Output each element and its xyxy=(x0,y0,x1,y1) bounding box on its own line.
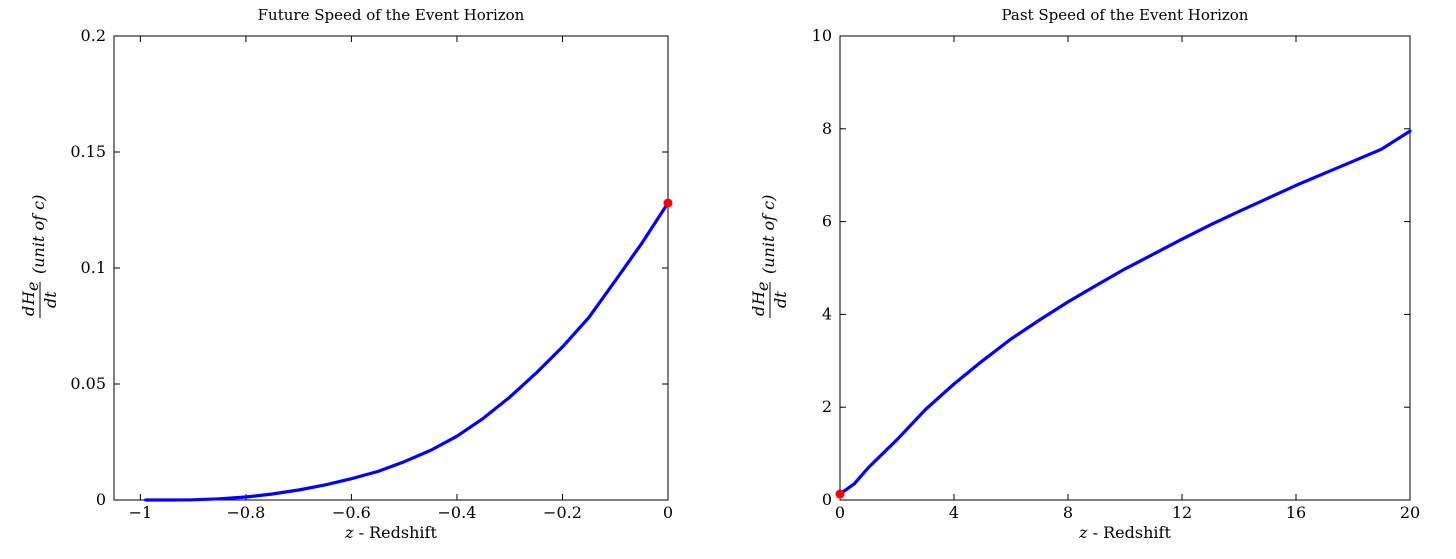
x-tick-label: −0.2 xyxy=(543,503,582,522)
x-axis-label: z - Redshift xyxy=(1078,523,1171,542)
x-tick-label: 0 xyxy=(663,503,673,522)
current-value-marker xyxy=(663,198,673,208)
x-label-text: - Redshift xyxy=(354,523,438,542)
y-tick-label: 0.05 xyxy=(70,374,106,393)
chart-title: Past Speed of the Event Horizon xyxy=(1002,6,1249,24)
x-tick-label: −1 xyxy=(129,503,153,522)
x-tick-label: 20 xyxy=(1400,503,1420,522)
x-tick-label: −0.6 xyxy=(332,503,371,522)
x-axis-label: z - Redshift xyxy=(344,523,437,542)
y-axis-label: d H e dt (unit of c) xyxy=(19,195,60,318)
plot-area-frame xyxy=(113,35,669,501)
x-tick-label: 4 xyxy=(949,503,959,522)
x-label-text: - Redshift xyxy=(1088,523,1172,542)
x-tick-label: 16 xyxy=(1286,503,1306,522)
y-label-denominator: dt xyxy=(41,291,60,308)
x-tick-label: 8 xyxy=(1063,503,1073,522)
plot-area-frame xyxy=(839,35,1411,501)
x-tick-label: 0 xyxy=(835,503,845,522)
x-label-variable: z xyxy=(1078,523,1088,542)
series-line xyxy=(838,129,1412,496)
future-speed-chart: Future Speed of the Event Horizon d H e … xyxy=(19,6,673,542)
y-tick-label: 0.15 xyxy=(70,142,106,161)
y-label-unit: (unit of c) xyxy=(29,195,48,274)
x-tick-label: −0.8 xyxy=(226,503,265,522)
y-tick-label: 6 xyxy=(822,212,832,231)
x-tick-label: 12 xyxy=(1172,503,1192,522)
y-tick-label: 4 xyxy=(822,304,832,323)
current-value-marker xyxy=(835,489,845,499)
y-label-numerator-d: d xyxy=(749,306,768,316)
y-axis-label: d H e dt (unit of c) xyxy=(749,195,790,318)
past-speed-chart: Past Speed of the Event Horizon d H e dt… xyxy=(749,6,1420,542)
y-tick-label: 0 xyxy=(822,490,832,509)
y-tick-label: 10 xyxy=(812,26,832,45)
y-tick-label: 0.1 xyxy=(81,258,106,277)
y-label-numerator-subscript: e xyxy=(753,282,772,291)
y-label-unit: (unit of c) xyxy=(759,195,778,274)
x-tick-label: −0.4 xyxy=(438,503,477,522)
y-label-numerator-d: d xyxy=(19,306,38,316)
y-label-denominator: dt xyxy=(771,291,790,308)
y-tick-label: 0.2 xyxy=(81,26,106,45)
x-label-variable: z xyxy=(344,523,354,542)
y-tick-label: 8 xyxy=(822,119,832,138)
y-label-numerator-H: H xyxy=(749,290,768,306)
y-label-numerator-H: H xyxy=(19,290,38,306)
y-tick-label: 2 xyxy=(822,397,832,416)
y-tick-label: 0 xyxy=(96,490,106,509)
svg-text:z - Redshift: z - Redshift xyxy=(1078,523,1171,542)
series-line xyxy=(144,201,670,502)
y-label-numerator-subscript: e xyxy=(23,282,42,291)
svg-text:z - Redshift: z - Redshift xyxy=(344,523,437,542)
chart-title: Future Speed of the Event Horizon xyxy=(258,6,525,24)
